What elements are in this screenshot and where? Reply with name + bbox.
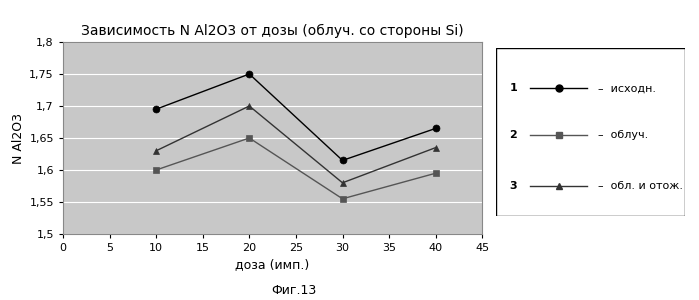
Text: 2: 2 [510,130,517,140]
X-axis label: доза (имп.): доза (имп.) [236,259,310,272]
Y-axis label: N Al2O3: N Al2O3 [12,112,25,164]
Text: 3: 3 [510,181,517,191]
Text: –  облуч.: – облуч. [598,130,649,140]
Text: 1: 1 [510,83,517,93]
Text: –  обл. и отож.: – обл. и отож. [598,181,683,191]
Text: –  исходн.: – исходн. [598,83,656,93]
Text: Фиг.13: Фиг.13 [271,284,316,297]
FancyBboxPatch shape [496,48,685,216]
Title: Зависимость N Al2O3 от дозы (облуч. со стороны Si): Зависимость N Al2O3 от дозы (облуч. со с… [81,24,464,38]
